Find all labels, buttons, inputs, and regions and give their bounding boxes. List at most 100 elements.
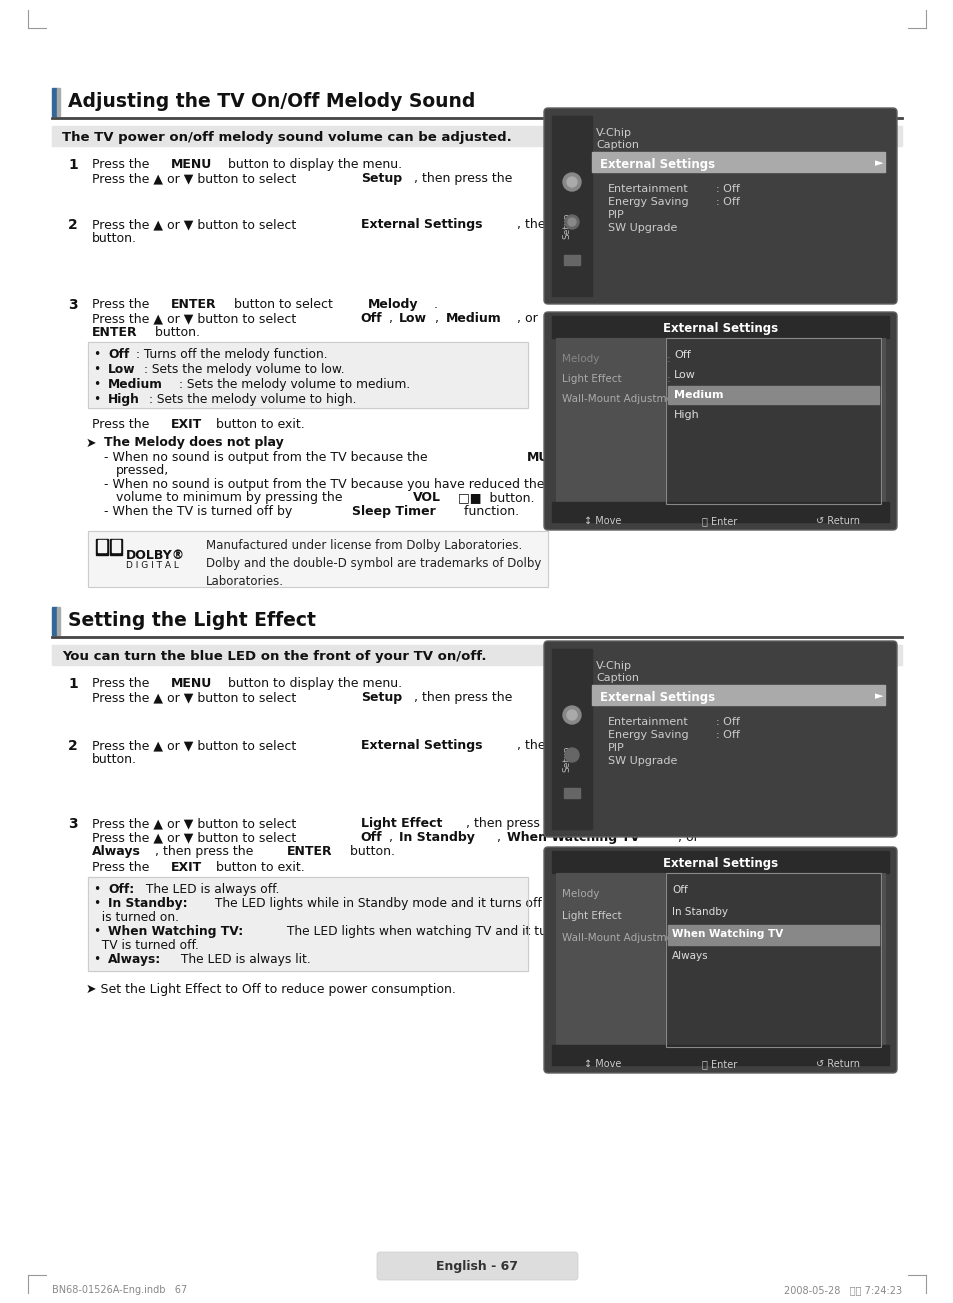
Bar <box>57 89 60 116</box>
Text: , or: , or <box>517 311 541 324</box>
Text: :: : <box>666 374 670 384</box>
Circle shape <box>564 215 578 229</box>
Text: , then press the: , then press the <box>414 172 516 185</box>
Text: Energy Saving: Energy Saving <box>607 197 688 207</box>
Text: button to select: button to select <box>230 298 336 311</box>
Text: Setup: Setup <box>360 691 401 704</box>
Text: In Standby: In Standby <box>671 907 727 917</box>
Text: When Watching TV: When Watching TV <box>671 929 782 939</box>
Text: , then press the: , then press the <box>517 739 619 752</box>
Text: Off: Off <box>673 351 690 360</box>
Text: •: • <box>94 952 105 966</box>
Text: Caption: Caption <box>596 139 639 150</box>
Bar <box>665 337 880 504</box>
Text: •: • <box>94 378 105 391</box>
Text: VOL: VOL <box>413 491 441 504</box>
Text: Medium: Medium <box>109 378 163 391</box>
Text: ↺ Return: ↺ Return <box>815 1059 859 1068</box>
Text: button.: button. <box>91 753 137 766</box>
Text: The LED lights while in Standby mode and it turns off when your TV: The LED lights while in Standby mode and… <box>211 896 629 909</box>
Text: ENTER: ENTER <box>649 739 695 752</box>
Text: pressed,: pressed, <box>116 464 169 477</box>
Text: ENTER: ENTER <box>91 326 137 339</box>
Bar <box>52 607 57 635</box>
Bar <box>556 873 884 1048</box>
Text: Entertainment: Entertainment <box>607 184 688 194</box>
Text: EXIT: EXIT <box>171 861 202 874</box>
Bar <box>88 341 527 408</box>
Text: Setting the Light Effect: Setting the Light Effect <box>68 611 315 629</box>
Text: External Settings: External Settings <box>599 158 715 171</box>
Text: :: : <box>666 354 670 364</box>
Text: SW Upgrade: SW Upgrade <box>607 223 677 233</box>
Text: : Off: : Off <box>716 730 740 740</box>
Text: High: High <box>109 394 140 407</box>
Text: External Settings: External Settings <box>662 322 778 335</box>
Text: , then press the: , then press the <box>590 311 688 324</box>
Text: Melody: Melody <box>561 354 598 364</box>
Text: ⓔ Enter: ⓔ Enter <box>701 516 737 526</box>
Text: 1: 1 <box>68 158 77 172</box>
Text: •: • <box>94 394 105 407</box>
Text: ENTER: ENTER <box>287 846 333 857</box>
Text: Caption: Caption <box>596 674 639 683</box>
Text: 3: 3 <box>68 298 77 311</box>
Text: 3: 3 <box>68 817 77 831</box>
Text: Low: Low <box>398 311 427 324</box>
Text: In Standby:: In Standby: <box>109 896 188 909</box>
Text: Off: Off <box>109 348 130 361</box>
Text: Manufactured under license from Dolby Laboratories.
Dolby and the double-D symbo: Manufactured under license from Dolby La… <box>206 539 540 588</box>
FancyBboxPatch shape <box>543 311 896 530</box>
Bar <box>667 386 878 404</box>
Text: 1: 1 <box>68 678 77 691</box>
Text: Off:: Off: <box>109 883 134 896</box>
Text: High: High <box>673 410 699 420</box>
Text: Press the ▲ or ▼ button to select: Press the ▲ or ▼ button to select <box>91 218 300 231</box>
Text: Setup: Setup <box>360 172 401 185</box>
Text: Press the ▲ or ▼ button to select: Press the ▲ or ▼ button to select <box>91 831 300 844</box>
Text: button.: button. <box>604 172 653 185</box>
Bar <box>110 539 122 555</box>
Text: function.: function. <box>459 506 518 519</box>
Text: SW Upgrade: SW Upgrade <box>607 756 677 766</box>
Circle shape <box>566 177 577 188</box>
Bar <box>665 337 880 504</box>
Text: Press the ▲ or ▼ button to select: Press the ▲ or ▼ button to select <box>91 817 300 830</box>
Text: , then press the: , then press the <box>465 817 567 830</box>
Text: English - 67: English - 67 <box>436 1260 517 1273</box>
Text: 2: 2 <box>68 218 77 232</box>
Bar <box>665 873 880 1048</box>
Text: ENTER: ENTER <box>545 691 591 704</box>
Text: Press the ▲ or ▼ button to select: Press the ▲ or ▼ button to select <box>91 311 300 324</box>
Text: : Sets the melody volume to medium.: : Sets the melody volume to medium. <box>179 378 410 391</box>
Text: ⓔ Enter: ⓔ Enter <box>701 1059 737 1068</box>
Text: button.: button. <box>91 232 137 245</box>
Text: Always:: Always: <box>109 952 161 966</box>
Text: Entertainment: Entertainment <box>607 717 688 727</box>
Bar <box>592 685 884 705</box>
Text: In Standby: In Standby <box>398 831 475 844</box>
Bar <box>88 341 527 408</box>
Bar <box>563 255 579 265</box>
Text: ►: ► <box>874 158 882 168</box>
Text: ENTER: ENTER <box>171 298 216 311</box>
Text: volume to minimum by pressing the: volume to minimum by pressing the <box>116 491 346 504</box>
Text: Press the: Press the <box>91 418 153 431</box>
Text: ENTER: ENTER <box>649 218 695 231</box>
Text: ,: , <box>388 831 396 844</box>
Text: Low: Low <box>109 364 136 377</box>
Text: Always: Always <box>671 951 708 962</box>
Text: The Melody does not play: The Melody does not play <box>104 437 283 450</box>
Text: •: • <box>94 364 105 377</box>
Text: The TV power on/off melody sound volume can be adjusted.: The TV power on/off melody sound volume … <box>62 132 511 145</box>
Text: button has been: button has been <box>578 451 683 464</box>
Text: □■  button.: □■ button. <box>449 491 534 504</box>
Circle shape <box>562 706 580 724</box>
Text: - When no sound is output from the TV because you have reduced the: - When no sound is output from the TV be… <box>104 478 544 491</box>
Bar <box>665 873 880 1048</box>
Text: Medium: Medium <box>445 311 500 324</box>
Text: button.: button. <box>604 691 653 704</box>
Bar <box>52 126 901 146</box>
Text: Press the ▲ or ▼ button to select: Press the ▲ or ▼ button to select <box>91 691 300 704</box>
Text: EXIT: EXIT <box>171 418 202 431</box>
